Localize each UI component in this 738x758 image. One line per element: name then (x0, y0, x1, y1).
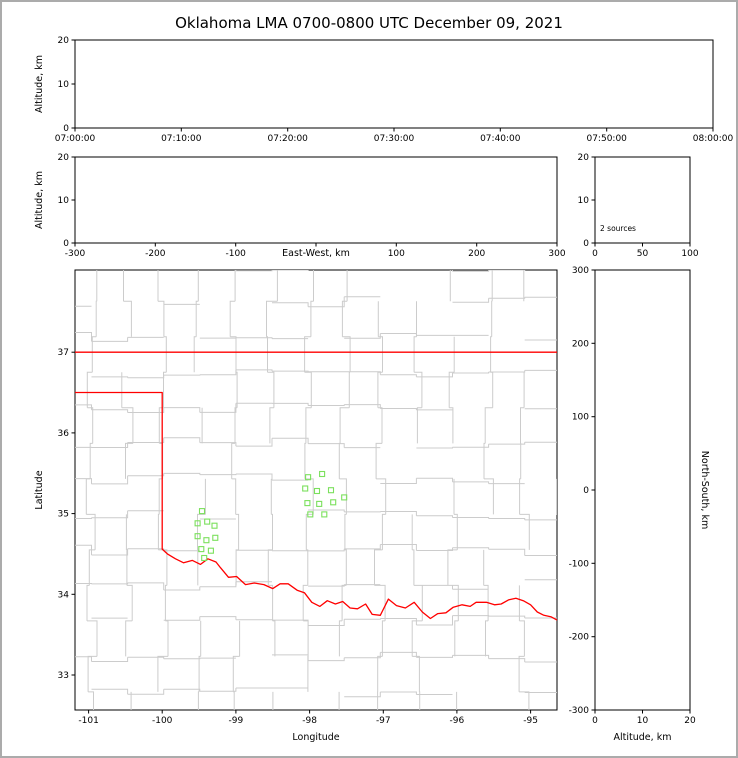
x-tick-label: 07:20:00 (267, 134, 308, 144)
lma-source-markers (194, 470, 348, 562)
source-marker (194, 533, 201, 540)
source-marker (302, 485, 309, 492)
panel-ns-height: 0 10 20 -300 -200 -100 0 100 200 300 Altitude, km N… (569, 266, 710, 743)
y-tick-label: 20 (58, 153, 70, 163)
source-marker (204, 518, 211, 525)
y-tick-label: 33 (58, 671, 69, 681)
x-axis-label: Longitude (292, 732, 339, 743)
x-axis-label: Altitude, km (614, 732, 672, 743)
x-tick-label: -99 (229, 716, 244, 726)
x-tick-label: 07:30:00 (374, 134, 415, 144)
source-marker (304, 500, 311, 507)
x-tick-label: 100 (681, 249, 698, 259)
x-tick-label: -101 (78, 716, 98, 726)
y-tick-label: 0 (583, 486, 589, 496)
sources-count-label: 2 sources (600, 224, 636, 233)
x-tick-label: 200 (468, 249, 485, 259)
x-tick-label: 07:00:00 (55, 134, 96, 144)
source-marker (201, 554, 208, 562)
source-marker (319, 470, 326, 478)
x-tick-label: 07:50:00 (586, 134, 627, 144)
x-tick-label: 08:00:00 (693, 134, 734, 144)
x-tick-label: 07:40:00 (480, 134, 521, 144)
x-tick-label: 0 (592, 249, 598, 259)
source-marker (316, 500, 323, 507)
source-marker (321, 511, 328, 518)
source-marker (313, 487, 321, 495)
source-marker (327, 487, 335, 494)
panel-alt-hist: 0 50 100 0 10 20 2 sources (578, 153, 699, 259)
y-tick-label: -300 (569, 706, 590, 716)
y-tick-label: 10 (58, 80, 70, 90)
source-marker (212, 534, 219, 541)
source-marker (203, 537, 210, 544)
x-axis-label: East-West, km (282, 248, 350, 259)
axes-frame (74, 269, 558, 711)
x-tick-label: -98 (302, 716, 317, 726)
y-tick-label: 0 (63, 124, 69, 134)
x-tick-label: 100 (388, 249, 405, 259)
source-marker (305, 474, 312, 481)
x-tick-label: -96 (450, 716, 465, 726)
y-tick-label: 0 (63, 239, 69, 249)
x-tick-label: 0 (592, 716, 598, 726)
source-marker (211, 522, 218, 529)
source-marker (194, 520, 201, 527)
panel-ew-height: -300 -200 -100 100 200 300 0 10 20 East-West, km A… (34, 153, 566, 259)
y-axis-label-right: North-South, km (699, 451, 710, 529)
source-marker (207, 547, 214, 554)
y-tick-label: 35 (58, 510, 69, 520)
y-tick-label: 100 (572, 413, 589, 423)
y-tick-label: 37 (58, 348, 69, 358)
y-axis-label: Latitude (34, 470, 45, 509)
source-marker (307, 511, 314, 518)
county-boundaries (75, 270, 557, 710)
x-tick-label: -95 (523, 716, 538, 726)
axes-frame (74, 156, 558, 244)
x-tick-label: -100 (225, 249, 246, 259)
source-marker (198, 508, 206, 515)
source-marker (330, 499, 337, 506)
axes-frame (594, 269, 691, 711)
panel-time-height: 07:00:00 07:10:00 07:20:00 07:30:00 07:40:00… (34, 36, 733, 144)
y-tick-label: 20 (578, 153, 590, 163)
source-marker (341, 494, 348, 501)
y-tick-label: 0 (583, 239, 589, 249)
y-tick-label: 300 (572, 266, 589, 276)
x-tick-label: 10 (637, 716, 649, 726)
source-marker (198, 546, 205, 553)
figure-title: Oklahoma LMA 0700-0800 UTC December 09, … (175, 14, 563, 32)
x-tick-label: 07:10:00 (161, 134, 202, 144)
x-tick-label: -300 (65, 249, 86, 259)
y-tick-label: 20 (58, 36, 70, 46)
y-axis-label: Altitude, km (34, 55, 45, 113)
y-tick-label: 10 (58, 196, 70, 206)
oklahoma-state-border (75, 351, 557, 621)
x-tick-label: -97 (376, 716, 391, 726)
y-tick-label: 34 (58, 590, 70, 600)
x-tick-label: 20 (684, 716, 696, 726)
y-tick-label: 36 (58, 429, 70, 439)
y-tick-label: 10 (578, 196, 590, 206)
axes-frame (594, 156, 691, 244)
y-tick-label: -200 (569, 633, 590, 643)
map-content (75, 270, 557, 710)
y-tick-label: -100 (569, 559, 590, 569)
axes-frame (74, 39, 714, 129)
x-tick-label: 300 (548, 249, 565, 259)
x-tick-label: 50 (637, 249, 649, 259)
x-tick-label: -100 (152, 716, 173, 726)
y-tick-label: 200 (572, 339, 589, 349)
y-axis-label: Altitude, km (34, 171, 45, 229)
x-tick-label: -200 (145, 249, 166, 259)
